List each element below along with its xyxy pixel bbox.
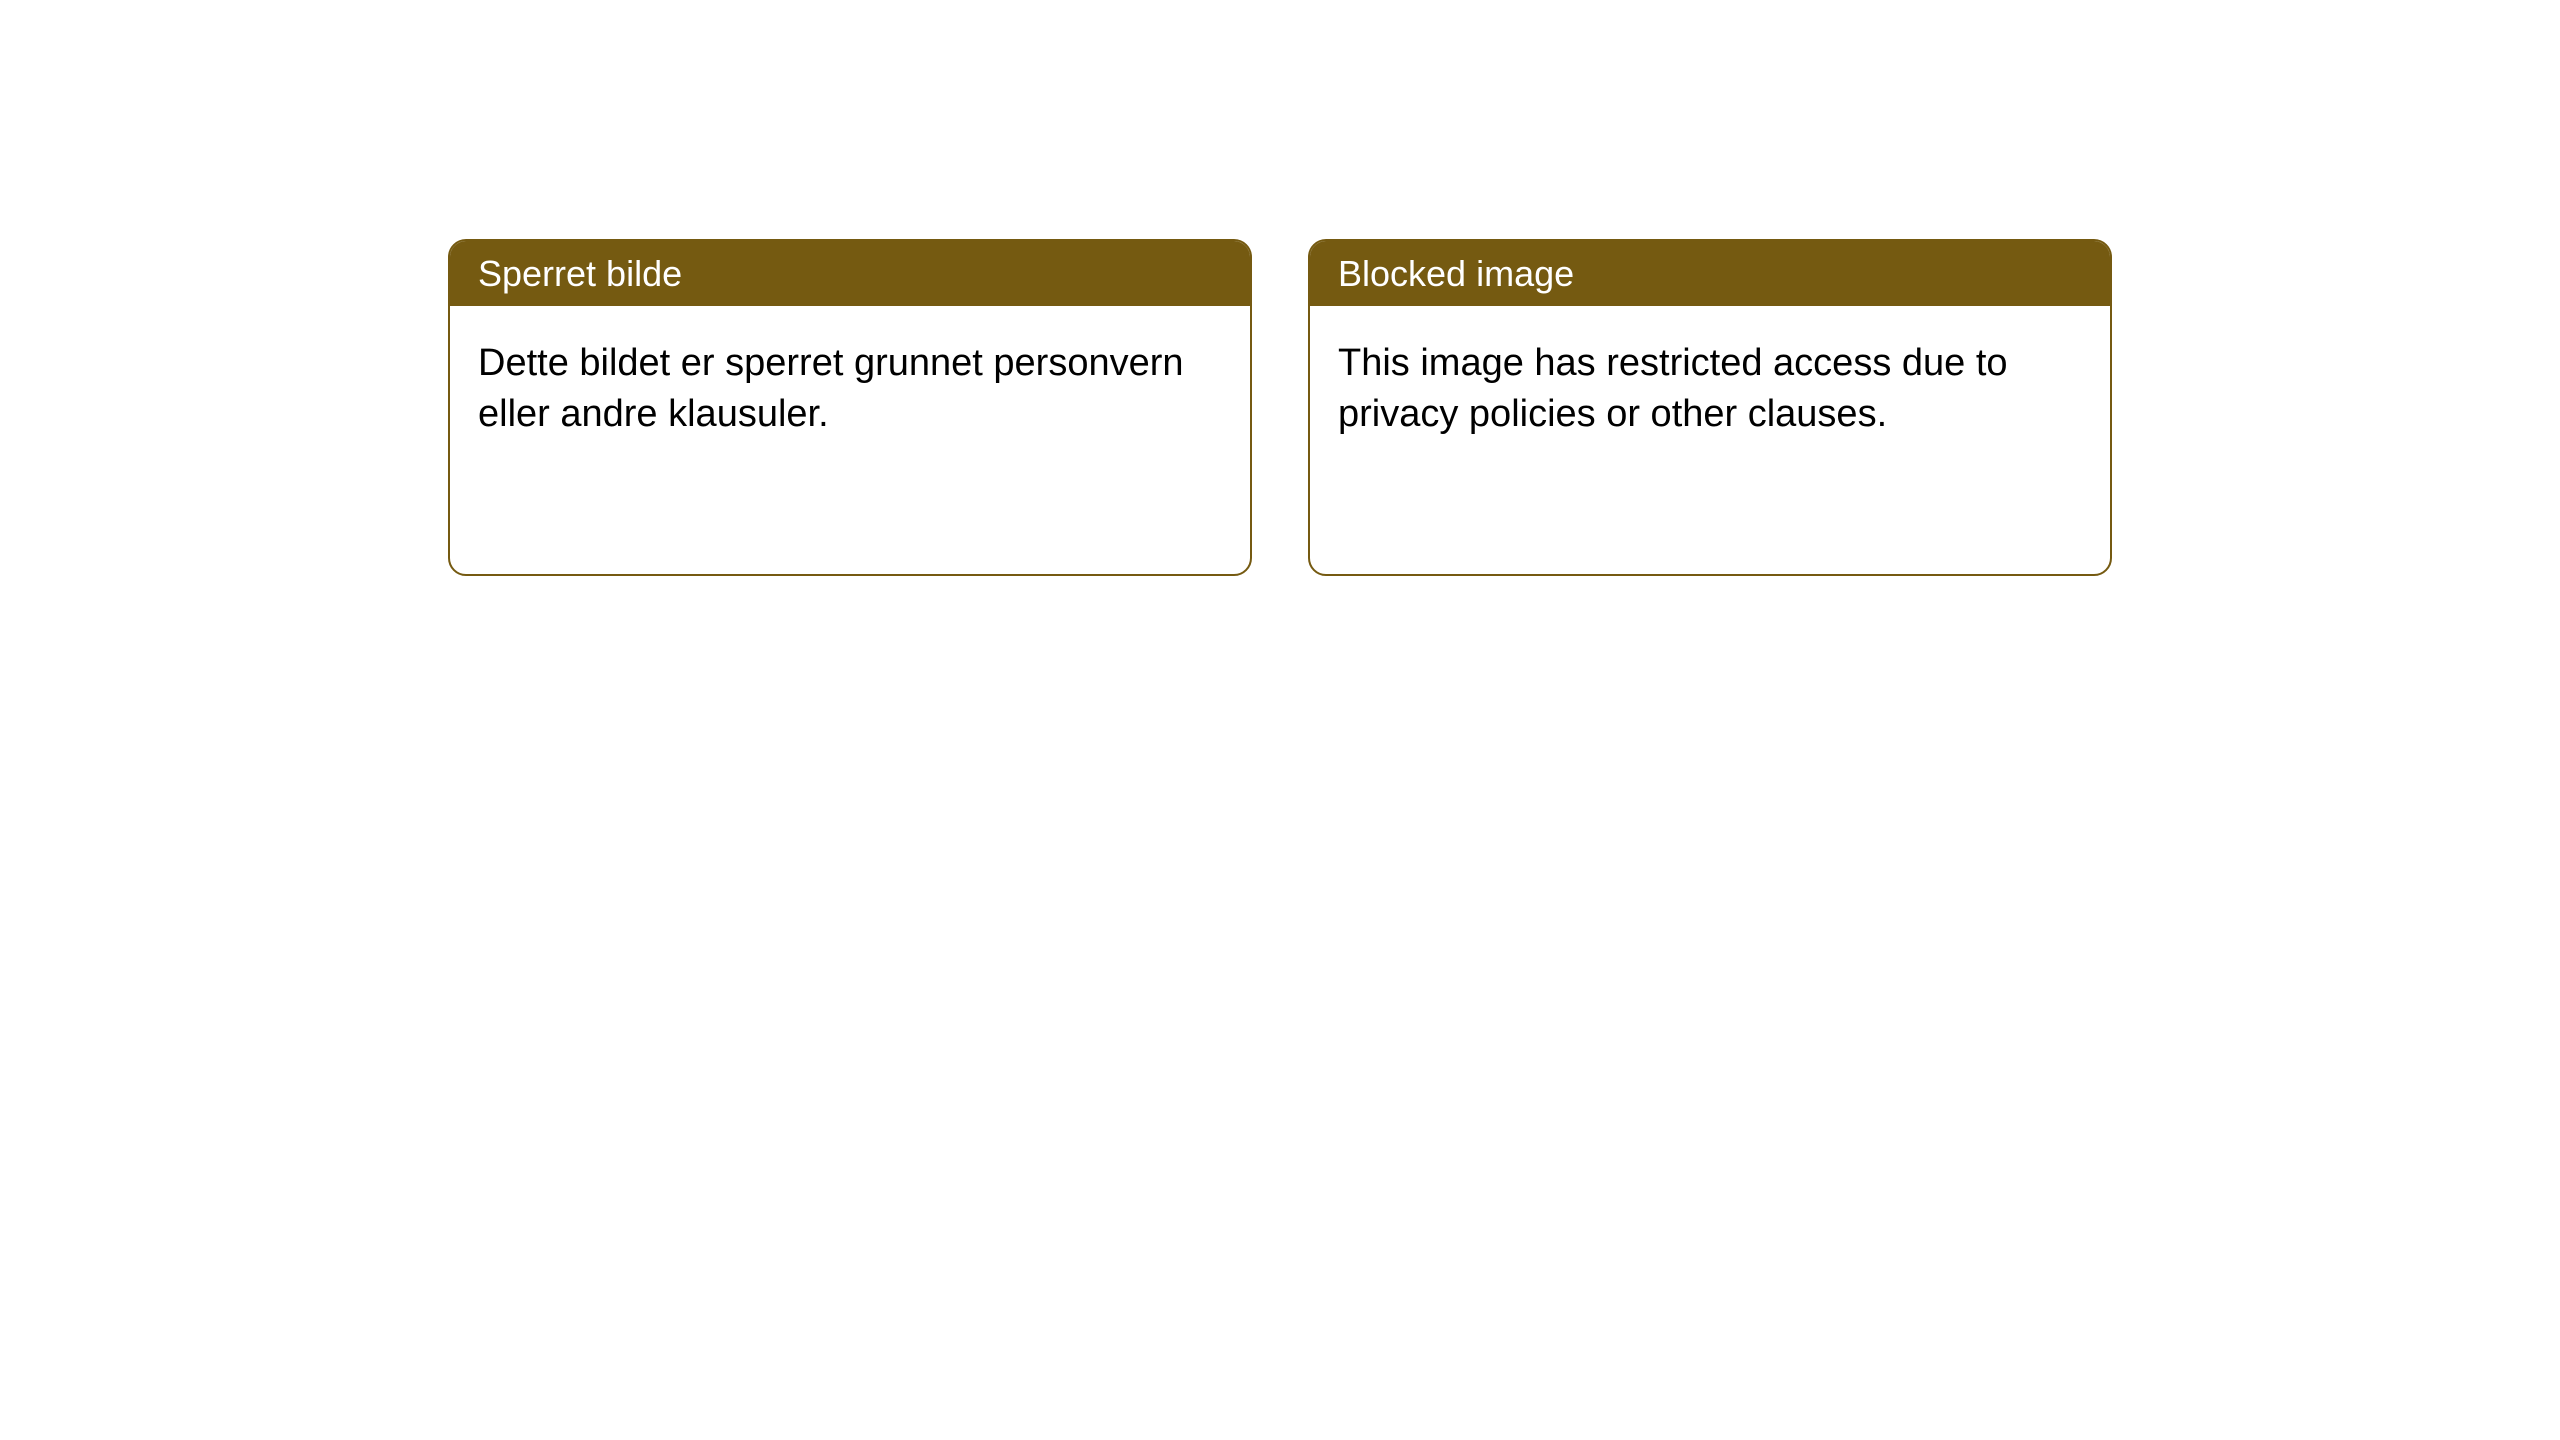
notice-title-norwegian: Sperret bilde <box>450 241 1250 306</box>
notice-card-english: Blocked image This image has restricted … <box>1308 239 2112 576</box>
notice-body-english: This image has restricted access due to … <box>1310 306 2110 473</box>
notice-body-norwegian: Dette bildet er sperret grunnet personve… <box>450 306 1250 473</box>
notice-container: Sperret bilde Dette bildet er sperret gr… <box>448 239 2112 576</box>
notice-card-norwegian: Sperret bilde Dette bildet er sperret gr… <box>448 239 1252 576</box>
notice-title-english: Blocked image <box>1310 241 2110 306</box>
